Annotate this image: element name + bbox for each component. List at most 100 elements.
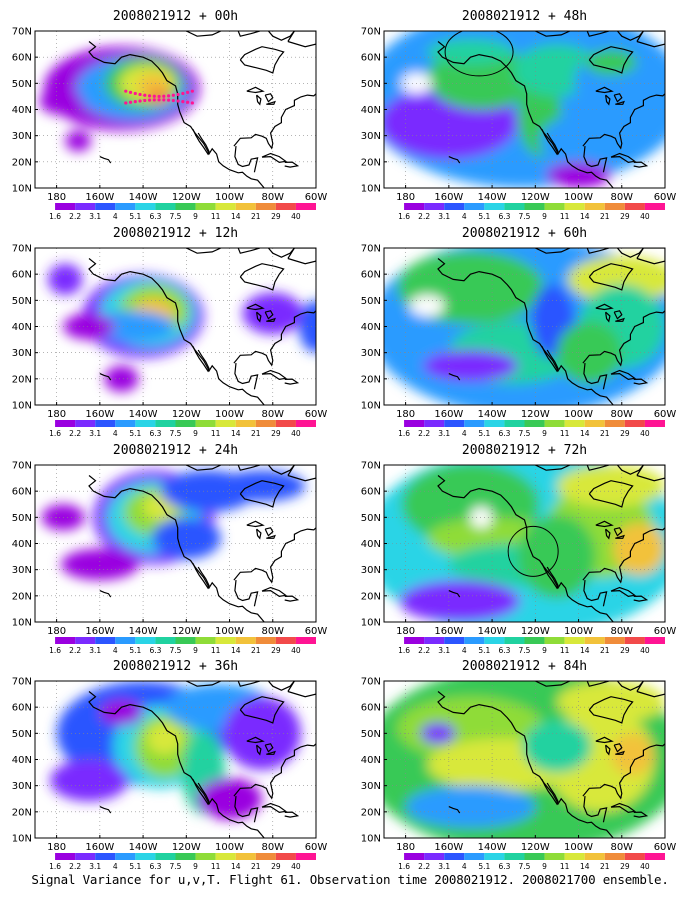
colorbar-label: 11 [211,429,221,438]
lon-tick-label: 100W [564,626,593,637]
colorbar-label: 5.1 [478,212,490,221]
lon-tick-label: 100W [215,192,244,203]
variance-field [384,681,665,838]
lat-tick-label: 30N [12,348,32,359]
lon-tick-label: 120W [172,409,201,420]
colorbar-label: 40 [291,429,301,438]
colorbar-swatch [424,853,445,860]
colorbar-label: 29 [271,646,281,655]
colorbar-swatch [215,853,236,860]
lon-tick-label: 120W [521,842,550,853]
lon-tick-label: 160W [85,192,114,203]
grid-lines [384,31,665,188]
lat-tick-label: 30N [361,348,381,359]
lon-tick-label: 120W [172,626,201,637]
lon-tick-label: 100W [564,842,593,853]
panels-layer: 2008021912 + 00h 70N 60N 50N 40N 30N 20N 10N 180… [12,9,677,871]
colorbar: 1.6 2.2 3.1 4 5.1 6.3 7.5 9 11 14 21 29 40 [49,853,316,871]
colorbar-label: 2.2 [69,212,81,221]
colorbar-swatch [95,853,116,860]
variance-field [35,31,316,188]
colorbar-label: 6.3 [498,212,510,221]
colorbar-swatch [195,853,216,860]
colorbar-swatch [75,203,96,210]
colorbar-label: 6.3 [498,429,510,438]
lat-tick-label: 70N [12,244,32,255]
lon-tick-label: 120W [521,192,550,203]
colorbar-swatch [584,420,605,427]
colorbar-label: 6.3 [498,862,510,871]
colorbar-swatch [175,853,196,860]
colorbar-label: 5.1 [478,429,490,438]
lon-tick-label: 140W [129,409,158,420]
grid-lines [35,31,316,188]
colorbar-label: 7.5 [519,862,531,871]
colorbar-label: 3.1 [89,429,101,438]
highlight-circle [444,31,514,77]
lon-tick-label: 180 [396,192,415,203]
colorbar-swatch [584,203,605,210]
colorbar-swatch [295,637,316,644]
colorbar-swatch [444,853,465,860]
colorbar-swatch [75,853,96,860]
colorbar-swatch [404,637,425,644]
lon-tick-label: 160W [434,192,463,203]
colorbar-swatch [215,203,236,210]
lat-tick-label: 50N [361,513,381,524]
colorbar-swatch [444,420,465,427]
lat-tick-label: 60N [12,270,32,281]
lon-tick-label: 60W [654,409,677,420]
colorbar-swatch [544,203,565,210]
colorbar-label: 4 [113,862,118,871]
colorbar-swatch [524,637,545,644]
colorbar-swatch [584,637,605,644]
variance-field [35,681,316,838]
colorbar-label: 40 [640,429,650,438]
colorbar-label: 11 [560,212,570,221]
lat-tick-label: 40N [12,322,32,333]
lon-tick-label: 80W [261,409,284,420]
colorbar-swatch [424,637,445,644]
lon-tick-label: 140W [478,192,507,203]
lon-tick-label: 160W [434,409,463,420]
lon-tick-label: 60W [305,842,328,853]
lat-tick-label: 60N [361,703,381,714]
lon-tick-label: 180 [396,626,415,637]
lon-tick-label: 120W [521,409,550,420]
lat-tick-label: 40N [361,322,381,333]
colorbar-label: 9 [193,212,198,221]
lat-tick-label: 70N [12,677,32,688]
lat-tick-label: 70N [12,461,32,472]
colorbar-label: 29 [620,646,630,655]
lon-tick-label: 60W [654,192,677,203]
lat-tick-label: 10N [12,618,32,629]
colorbar-label: 5.1 [129,429,141,438]
lat-tick-label: 10N [12,401,32,412]
lat-tick-label: 40N [361,755,381,766]
panel-title: 2008021912 + 72h [462,443,587,458]
colorbar-swatch [564,420,585,427]
colorbar-swatch [524,853,545,860]
lon-tick-label: 160W [85,842,114,853]
colorbar-label: 7.5 [170,429,182,438]
colorbar-swatch [75,420,96,427]
lat-tick-label: 30N [361,781,381,792]
colorbar-swatch [504,637,525,644]
colorbar-label: 7.5 [170,212,182,221]
colorbar-swatch [444,203,465,210]
colorbar-label: 4 [462,862,467,871]
colorbar-label: 11 [211,646,221,655]
grid-lines [35,248,316,405]
colorbar-swatch [624,853,645,860]
colorbar-swatch [544,637,565,644]
colorbar-label: 7.5 [170,646,182,655]
colorbar-label: 29 [271,212,281,221]
colorbar-swatch [484,853,505,860]
colorbar-swatch [235,420,256,427]
colorbar-swatch [624,637,645,644]
colorbar-swatch [484,420,505,427]
colorbar-label: 40 [291,212,301,221]
colorbar-label: 21 [251,212,261,221]
lat-tick-label: 60N [12,53,32,64]
